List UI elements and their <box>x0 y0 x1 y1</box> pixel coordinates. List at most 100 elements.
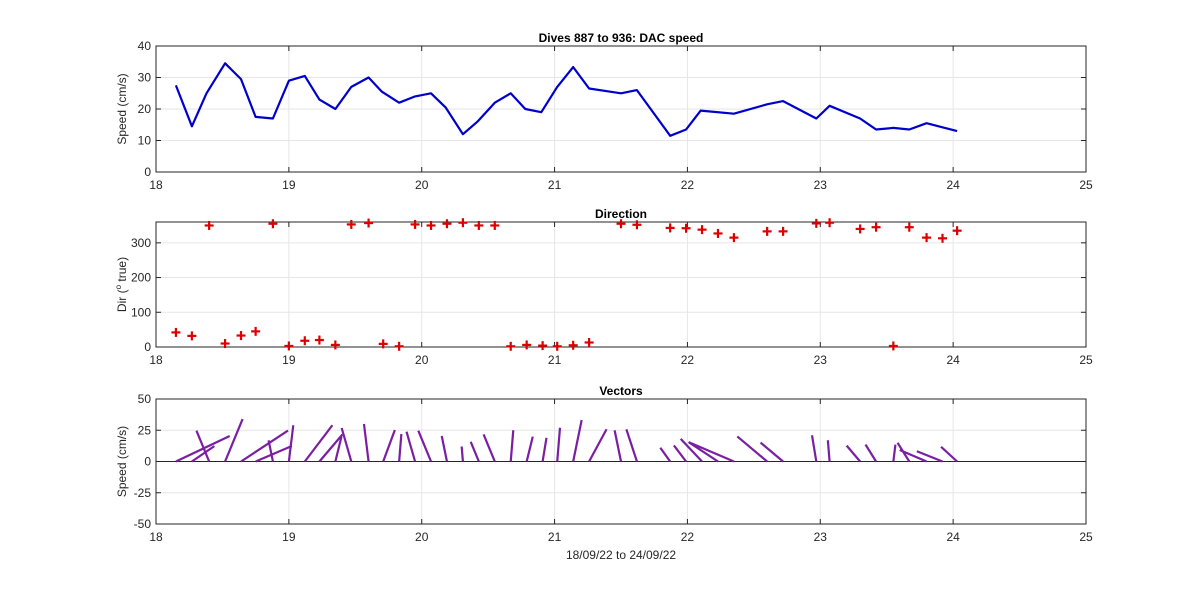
y-axis-label: Speed (cm/s) <box>115 73 129 144</box>
x-tick-label: 23 <box>814 353 828 367</box>
direction-point <box>330 340 340 350</box>
x-tick-label: 18 <box>149 353 163 367</box>
y-axis-label-part: true) <box>115 257 129 285</box>
velocity-vector <box>382 429 396 462</box>
direction-point <box>506 341 516 351</box>
y-tick-label: 0 <box>144 455 151 469</box>
velocity-vector <box>417 430 433 462</box>
velocity-vector <box>340 427 353 462</box>
x-tick-label: 20 <box>415 353 429 367</box>
direction-point <box>778 226 788 236</box>
y-tick-label: -25 <box>134 486 152 500</box>
y-tick-label: 0 <box>144 165 151 179</box>
x-tick-label: 22 <box>681 530 695 544</box>
velocity-vector <box>826 440 831 462</box>
direction-point <box>811 218 821 228</box>
x-tick-label: 18 <box>149 178 163 192</box>
x-tick-label: 18 <box>149 530 163 544</box>
velocity-vector <box>334 436 343 462</box>
direction-point <box>568 340 578 350</box>
x-tick-label: 21 <box>548 178 562 192</box>
velocity-vector <box>398 433 403 462</box>
x-tick-label: 25 <box>1079 178 1093 192</box>
direction-point <box>204 220 214 230</box>
direction-point <box>458 218 468 228</box>
x-tick-label: 25 <box>1079 530 1093 544</box>
direction-point <box>697 225 707 235</box>
direction-point <box>268 219 278 229</box>
velocity-vector <box>845 444 861 463</box>
direction-point <box>762 226 772 236</box>
x-tick-label: 22 <box>681 178 695 192</box>
direction-point <box>314 335 324 345</box>
direction-point <box>474 220 484 230</box>
velocity-vector <box>673 444 687 463</box>
y-tick-label: -50 <box>134 517 152 531</box>
velocity-vector <box>659 447 672 463</box>
direction-point <box>552 341 562 351</box>
velocity-vector <box>525 436 534 462</box>
x-tick-label: 23 <box>814 530 828 544</box>
direction-point <box>729 233 739 243</box>
direction-point <box>522 340 532 350</box>
velocity-vector <box>460 446 464 462</box>
y-tick-label: 10 <box>138 134 152 148</box>
velocity-vector <box>899 448 928 463</box>
direction-point <box>855 224 865 234</box>
velocity-vector <box>405 431 417 462</box>
direction-point <box>442 219 452 229</box>
velocity-vector <box>940 445 958 463</box>
x-tick-label: 22 <box>681 353 695 367</box>
panel-title: Dives 887 to 936: DAC speed <box>539 31 704 45</box>
panel-2: 18 19 20 21 22 23 24 25 0 100 200 300 Direction Dir (… <box>114 207 1093 367</box>
speed-series-line <box>174 62 958 137</box>
x-tick-label: 21 <box>548 530 562 544</box>
velocity-vector <box>892 444 897 462</box>
direction-point <box>713 228 723 238</box>
direction-point <box>938 233 948 243</box>
y-axis-label: Speed (cm/s) <box>115 426 129 497</box>
velocity-vector <box>195 430 211 462</box>
velocity-vector <box>572 419 583 462</box>
velocity-vector <box>864 444 878 463</box>
direction-point <box>394 341 404 351</box>
direction-point <box>364 218 374 228</box>
direction-point <box>284 341 294 351</box>
direction-point <box>632 220 642 230</box>
x-tick-label: 21 <box>548 353 562 367</box>
y-tick-label: 25 <box>138 423 152 437</box>
velocity-vector <box>541 437 548 462</box>
y-tick-label: 300 <box>131 236 151 250</box>
panel-3: 18 19 20 21 22 23 24 25 -50 -25 0 25 50 Vectors Speed … <box>115 384 1093 544</box>
velocity-vector <box>679 438 703 463</box>
panel-1: 18 19 20 21 22 23 24 25 0 10 20 30 40 Dives 887 to 93… <box>115 31 1093 192</box>
direction-point <box>171 327 181 337</box>
x-tick-label: 19 <box>282 353 296 367</box>
velocity-vector <box>469 441 480 462</box>
velocity-vector <box>916 450 943 463</box>
direction-point <box>426 220 436 230</box>
direction-point <box>922 233 932 243</box>
direction-point <box>251 326 261 336</box>
x-tick-label: 19 <box>282 178 296 192</box>
direction-point <box>825 218 835 228</box>
y-tick-label: 20 <box>138 102 152 116</box>
figure-x-axis-label: 18/09/22 to 24/09/22 <box>566 548 676 562</box>
y-axis-label-part: Dir ( <box>115 289 129 312</box>
figure-panels: 18 19 20 21 22 23 24 25 0 10 20 30 40 Dives 887 to 93… <box>114 31 1093 544</box>
direction-point <box>346 219 356 229</box>
x-tick-label: 20 <box>415 530 429 544</box>
velocity-vector <box>556 427 562 462</box>
velocity-vector <box>736 435 768 463</box>
direction-point <box>904 222 914 232</box>
velocity-vector <box>224 418 244 462</box>
velocity-vector <box>255 445 293 463</box>
y-tick-label: 0 <box>144 340 151 354</box>
direction-point <box>584 337 594 347</box>
direction-point <box>665 223 675 233</box>
velocity-vector <box>440 435 449 462</box>
panel-title: Vectors <box>599 384 643 398</box>
direction-point <box>888 341 898 351</box>
y-tick-label: 200 <box>131 271 151 285</box>
